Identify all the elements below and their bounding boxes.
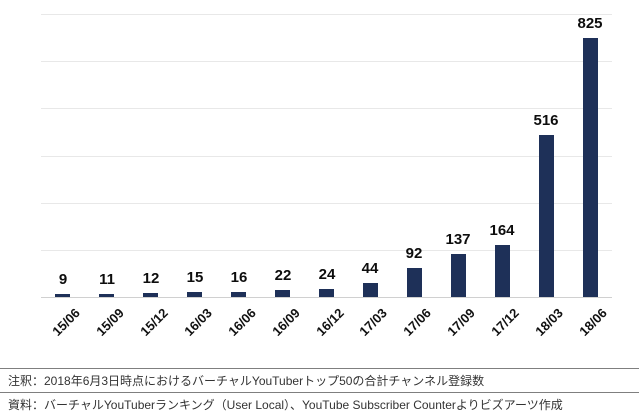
bar-16/03	[187, 292, 202, 297]
gridline	[41, 203, 612, 204]
bar-value-label: 516	[533, 112, 559, 129]
bar-17/03	[363, 283, 378, 297]
gridline	[41, 250, 612, 251]
gridline	[41, 61, 612, 62]
bar-17/12	[495, 245, 510, 297]
bar-16/06	[231, 292, 246, 297]
bar-value-label: 92	[405, 245, 423, 262]
bar-value-label: 11	[99, 271, 115, 288]
chart-annotation: 注釈：2018年6月3日時点におけるバーチャルYouTuberトップ50の合計チ…	[0, 368, 639, 392]
subscriber-count-bar-chart: 9 15/06 11 15/09 12 15/12 15 16/03 16 16/06 22 16/0…	[41, 14, 612, 339]
bar-value-label: 22	[274, 267, 292, 284]
x-axis-line	[41, 297, 612, 298]
bar-15/06	[55, 294, 70, 297]
bar-16/09	[275, 290, 290, 297]
bar-value-label: 9	[58, 271, 68, 288]
bar-value-label: 825	[577, 15, 603, 32]
gridline	[41, 156, 612, 157]
chart-annotation-text: 注釈：2018年6月3日時点におけるバーチャルYouTuberトップ50の合計チ…	[8, 374, 485, 388]
bar-value-label: 164	[489, 222, 515, 239]
bar-value-label: 15	[186, 269, 204, 286]
bar-18/03	[539, 135, 554, 297]
chart-source-text: 資料：バーチャルYouTuberランキング（User Local）、YouTub…	[8, 398, 563, 412]
bar-value-label: 16	[230, 269, 248, 286]
bar-value-label: 44	[361, 260, 379, 277]
gridline	[41, 14, 612, 15]
bar-16/12	[319, 289, 334, 297]
bar-value-label: 12	[142, 270, 160, 287]
gridline	[41, 108, 612, 109]
bar-15/09	[99, 294, 114, 297]
bar-17/09	[451, 254, 466, 297]
bar-18/06	[583, 38, 598, 297]
bar-value-label: 137	[445, 231, 471, 248]
bar-value-label: 24	[318, 266, 336, 283]
chart-source: 資料：バーチャルYouTuberランキング（User Local）、YouTub…	[0, 392, 639, 416]
bar-15/12	[143, 293, 158, 297]
bar-17/06	[407, 268, 422, 297]
